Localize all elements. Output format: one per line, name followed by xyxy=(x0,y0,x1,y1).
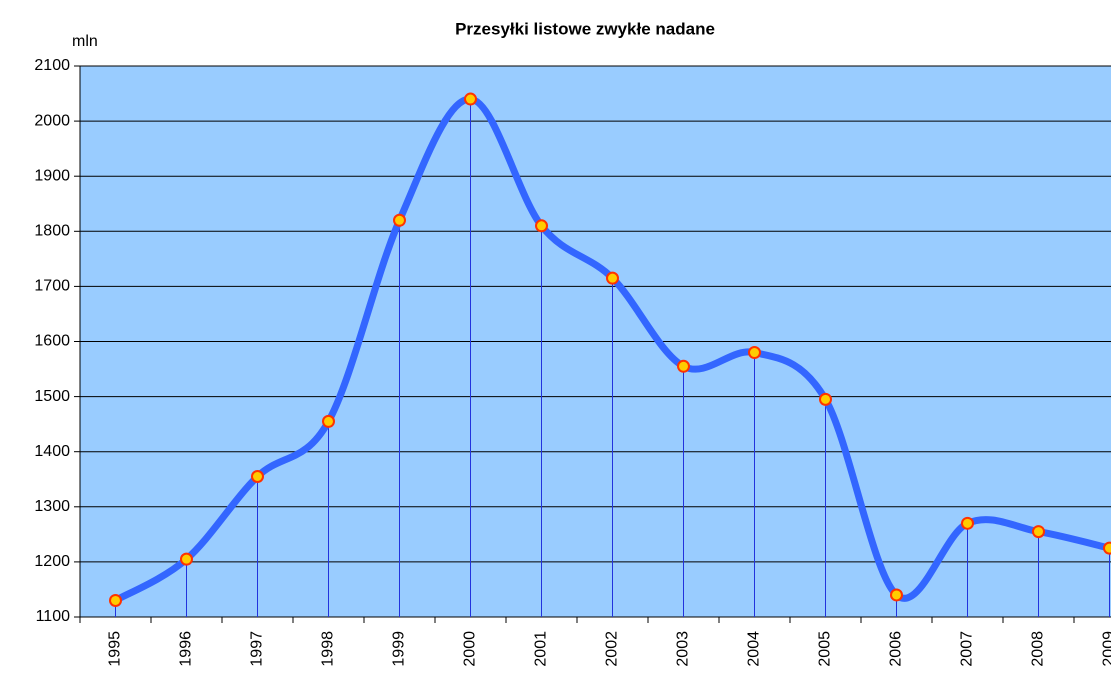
y-axis-label: mln xyxy=(72,33,98,50)
x-tick-label: 2008 xyxy=(1030,631,1047,667)
y-tick-label: 1700 xyxy=(34,278,70,295)
x-tick-label: 2005 xyxy=(817,631,834,667)
marker xyxy=(393,213,406,227)
x-tick-label: 2000 xyxy=(462,631,479,667)
x-tick-label: 2009 xyxy=(1101,631,1111,667)
y-tick-label: 1200 xyxy=(34,553,70,570)
marker xyxy=(606,271,619,285)
y-tick-label: 1100 xyxy=(36,608,71,625)
y-tick-label: 1800 xyxy=(34,223,70,240)
y-tick-label: 1600 xyxy=(34,333,70,350)
chart-title: Przesyłki listowe zwykłe nadane xyxy=(455,19,715,38)
marker xyxy=(251,469,264,483)
x-tick-label: 2004 xyxy=(746,631,763,667)
y-tick-label: 2000 xyxy=(34,112,70,129)
marker xyxy=(677,359,690,373)
marker xyxy=(748,346,761,360)
x-tick-label: 2006 xyxy=(888,631,905,667)
marker xyxy=(322,414,335,428)
marker xyxy=(890,588,903,602)
marker xyxy=(819,392,832,406)
marker xyxy=(1103,541,1111,555)
marker xyxy=(961,516,974,530)
marker xyxy=(180,552,193,566)
x-tick-label: 1999 xyxy=(391,631,408,667)
x-tick-label: 2001 xyxy=(533,631,550,667)
y-tick-label: 1500 xyxy=(34,388,70,405)
y-tick-label: 1400 xyxy=(34,443,70,460)
marker xyxy=(464,92,477,106)
y-tick-label: 2100 xyxy=(34,57,70,74)
marker xyxy=(1032,525,1045,539)
x-tick-label: 1995 xyxy=(107,631,124,667)
x-tick-label: 2003 xyxy=(675,631,692,667)
x-tick-label: 2007 xyxy=(959,631,976,667)
series-line xyxy=(112,95,1111,604)
x-tick-label: 1996 xyxy=(178,631,195,667)
y-tick-label: 1900 xyxy=(34,167,70,184)
marker xyxy=(535,219,548,233)
y-tick-label: 1300 xyxy=(34,498,70,515)
marker xyxy=(109,593,122,607)
x-tick-label: 1998 xyxy=(320,631,337,667)
x-tick-label: 1997 xyxy=(249,631,266,667)
x-tick-label: 2002 xyxy=(604,631,621,667)
